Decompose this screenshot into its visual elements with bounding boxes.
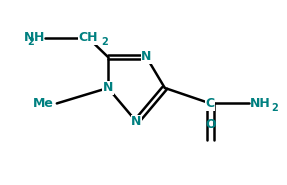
Text: N: N [141,51,152,63]
Text: O: O [205,118,216,131]
Text: Me: Me [33,97,54,110]
Text: N: N [24,31,34,44]
Text: N: N [131,115,141,128]
Text: CH: CH [78,31,98,44]
Text: N: N [103,81,113,95]
Text: 2: 2 [28,37,34,47]
Text: H: H [34,31,44,44]
Text: 2: 2 [101,37,108,47]
Text: C: C [206,97,215,110]
Text: NH: NH [250,97,271,110]
Text: 2: 2 [271,103,278,113]
